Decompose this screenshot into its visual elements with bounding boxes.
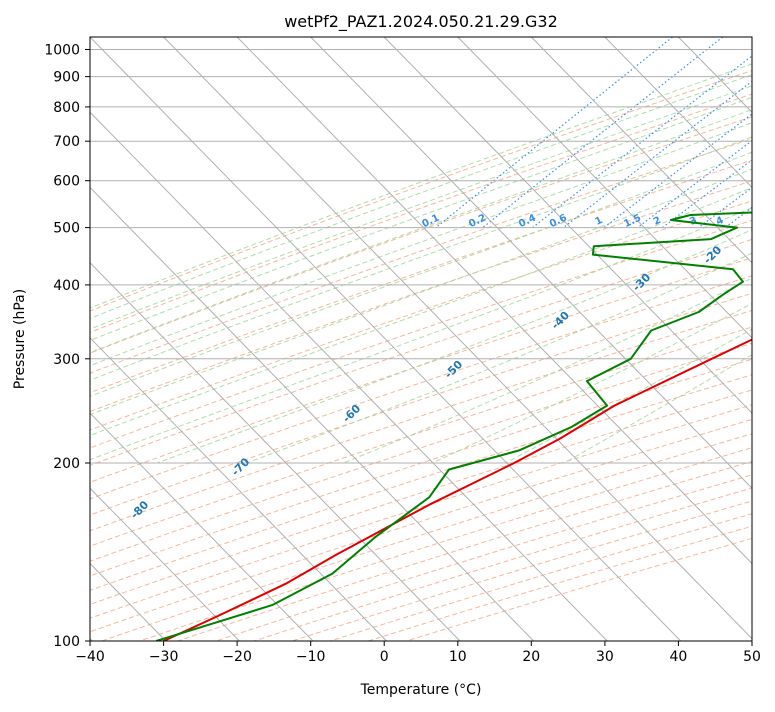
y-tick-label: 800	[53, 100, 80, 116]
x-tick-label: 40	[669, 649, 687, 665]
x-axis-label: Temperature (°C)	[360, 682, 482, 698]
y-tick-label: 500	[53, 221, 80, 237]
y-tick-label: 100	[53, 634, 80, 650]
x-tick-label: −30	[149, 649, 179, 665]
y-tick-label: 200	[53, 456, 80, 472]
y-tick-label: 1000	[44, 43, 80, 59]
x-tick-label: 20	[522, 649, 540, 665]
x-tick-label: −10	[296, 649, 326, 665]
y-tick-label: 600	[53, 174, 80, 190]
y-tick-label: 900	[53, 70, 80, 86]
y-tick-label: 300	[53, 352, 80, 368]
chart-title: wetPf2_PAZ1.2024.050.21.29.G32	[284, 12, 558, 32]
x-tick-label: 50	[743, 649, 761, 665]
y-tick-label: 700	[53, 134, 80, 150]
y-axis-label: Pressure (hPa)	[12, 289, 28, 389]
x-tick-label: 0	[380, 649, 389, 665]
x-tick-label: −40	[75, 649, 105, 665]
y-tick-label: 400	[53, 278, 80, 294]
x-tick-label: −20	[222, 649, 252, 665]
x-tick-label: 10	[449, 649, 467, 665]
x-tick-label: 30	[596, 649, 614, 665]
